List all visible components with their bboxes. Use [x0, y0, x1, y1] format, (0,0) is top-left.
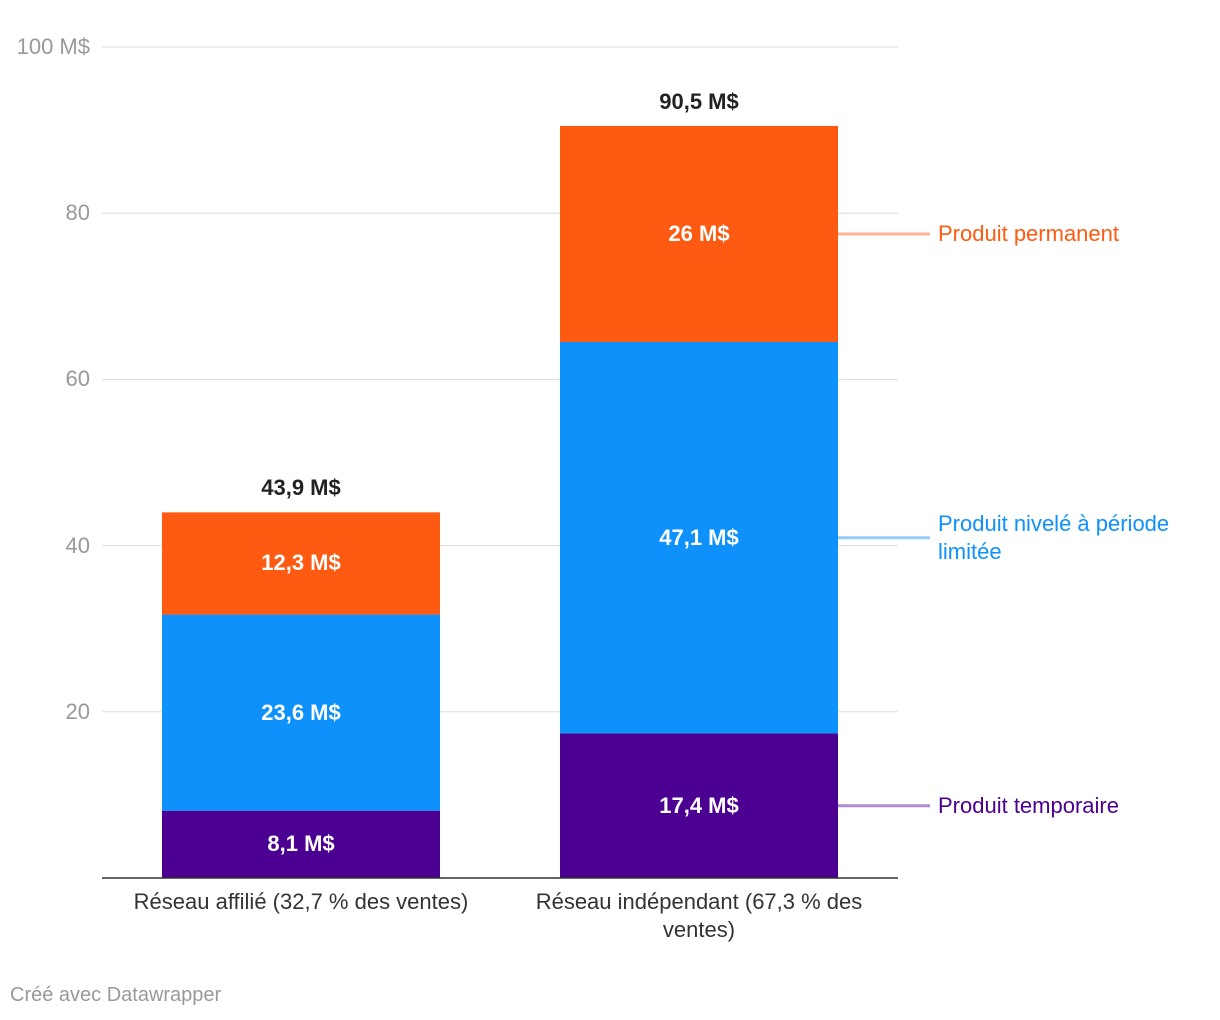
value-label: 12,3 M$: [261, 550, 341, 576]
bar-segment: [162, 512, 440, 615]
y-tick-label: 60: [65, 366, 90, 392]
y-tick-label: 40: [65, 532, 90, 558]
legend-label: Produit permanent: [938, 220, 1119, 246]
y-tick-label: 20: [65, 698, 90, 724]
y-tick-label: 100 M$: [16, 34, 90, 59]
bar-segment: [162, 810, 440, 878]
bar-segment: [560, 733, 838, 878]
value-label: 23,6 M$: [261, 699, 341, 725]
x-tick-label: Réseau indépendant (67,3 % des ventes): [535, 889, 863, 943]
value-label: 8,1 M$: [267, 831, 335, 857]
x-tick-label: Réseau affilié (32,7 % des ventes): [133, 889, 469, 914]
value-label: 26 M$: [668, 220, 730, 246]
total-label: 90,5 M$: [659, 88, 739, 114]
total-label: 43,9 M$: [261, 475, 341, 501]
bar-segment: [162, 614, 440, 811]
footer: Créé avec Datawrapper: [10, 984, 222, 1006]
bar-segment: [560, 342, 838, 734]
y-tick-label: 80: [65, 200, 90, 226]
legend-label: Produit temporaire: [938, 792, 1119, 818]
value-label: 17,4 M$: [659, 792, 739, 818]
bar-segment: [560, 125, 838, 343]
value-label: 47,1 M$: [659, 524, 739, 550]
legend-label: Produit nivelé à période limitée: [938, 510, 1170, 564]
